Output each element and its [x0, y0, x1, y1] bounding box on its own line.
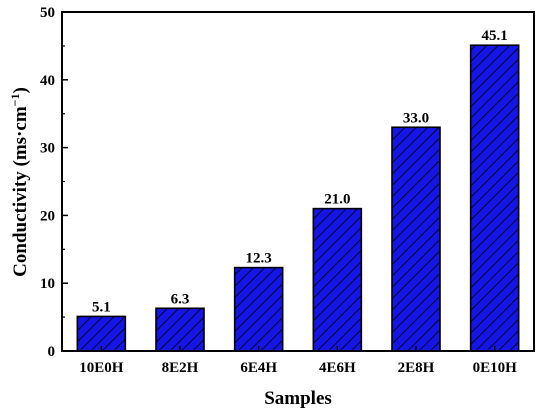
bars-group: 5.1 6.3 12.3 21.0 33.0 45.1 [76, 28, 520, 352]
y-tick-label: 10 [40, 276, 55, 292]
y-tick-label: 50 [40, 5, 55, 21]
axis-ticks-group: 10E0H 8E2H 6E4H 4E6H 2E8H 0E10H 0 10 20 30 40 50 [40, 5, 517, 376]
bar-2e8h [391, 126, 441, 352]
bar-10e0h [76, 315, 127, 352]
bar-4e6h [312, 207, 363, 352]
data-label-2e8h: 33.0 [403, 110, 429, 126]
bar-8e2h [155, 307, 205, 352]
y-axis-title-exponent: −1 [8, 94, 22, 107]
x-tick-label: 2E8H [398, 360, 435, 376]
bar-6e4h [233, 266, 284, 352]
data-label-10e0h: 5.1 [92, 299, 111, 315]
data-label-8e2h: 6.3 [171, 291, 190, 307]
data-label-6e4h: 12.3 [246, 251, 272, 267]
x-tick-label: 4E6H [319, 360, 356, 376]
y-tick-label: 30 [40, 141, 55, 157]
y-tick-label: 40 [40, 73, 55, 89]
data-label-0e10h: 45.1 [482, 28, 508, 44]
y-axis-title: Conductivity (ms·cm−1) [8, 87, 31, 277]
x-axis-title: Samples [264, 388, 332, 409]
data-label-4e6h: 21.0 [324, 192, 350, 208]
y-tick-label: 20 [40, 208, 55, 224]
x-tick-label: 0E10H [473, 360, 518, 376]
bar-0e10h [469, 44, 520, 352]
x-tick-label: 6E4H [240, 360, 277, 376]
y-tick-label: 0 [48, 344, 56, 360]
plot-frame [61, 11, 535, 352]
y-axis-title-close: ) [10, 87, 31, 93]
x-tick-label: 8E2H [162, 360, 199, 376]
x-tick-label: 10E0H [79, 360, 124, 376]
